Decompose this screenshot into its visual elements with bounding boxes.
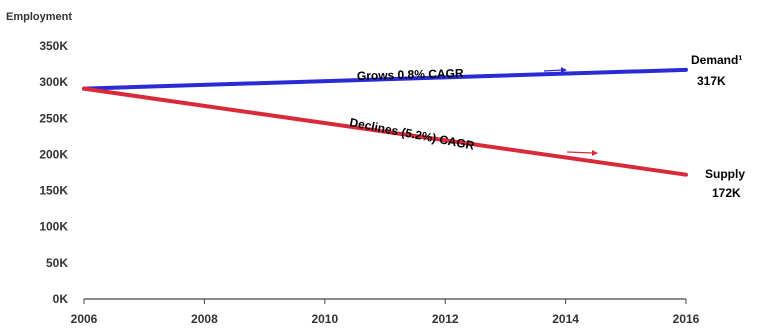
demand-end-value-label: 317K <box>697 74 726 88</box>
y-tick-label: 300K <box>39 75 68 89</box>
x-tick-label: 2006 <box>71 312 98 326</box>
supply-series-label: Supply <box>705 167 745 181</box>
demand-series-line <box>82 67 688 91</box>
supply-annotation: Declines (5.2%) CAGR <box>348 115 475 153</box>
x-tick-label: 2014 <box>552 312 579 326</box>
x-tick-label: 2010 <box>311 312 338 326</box>
x-axis: 2006 2008 2010 2012 2014 2016 <box>71 298 700 326</box>
y-axis: 0K 50K 100K 150K 200K 250K 300K 350K <box>39 39 68 306</box>
y-tick-label: 250K <box>39 111 68 125</box>
series-layer <box>82 67 688 177</box>
demand-arrow <box>543 67 567 73</box>
demand-annotation: Grows 0.8% CAGR <box>357 66 464 83</box>
x-tick-label: 2008 <box>191 312 218 326</box>
y-axis-title: Employment <box>6 11 72 23</box>
y-tick-label: 350K <box>39 39 68 53</box>
supply-series-line <box>82 86 688 177</box>
x-tick-label: 2012 <box>432 312 459 326</box>
y-tick-label: 150K <box>39 184 68 198</box>
supply-arrow <box>566 150 598 156</box>
supply-end-value-label: 172K <box>712 186 741 200</box>
demand-series-label: Demand¹ <box>691 53 742 67</box>
y-tick-label: 50K <box>46 256 68 270</box>
y-tick-label: 100K <box>39 220 68 234</box>
x-tick-label: 2016 <box>673 312 700 326</box>
y-tick-label: 0K <box>53 292 69 306</box>
y-tick-label: 200K <box>39 147 68 161</box>
